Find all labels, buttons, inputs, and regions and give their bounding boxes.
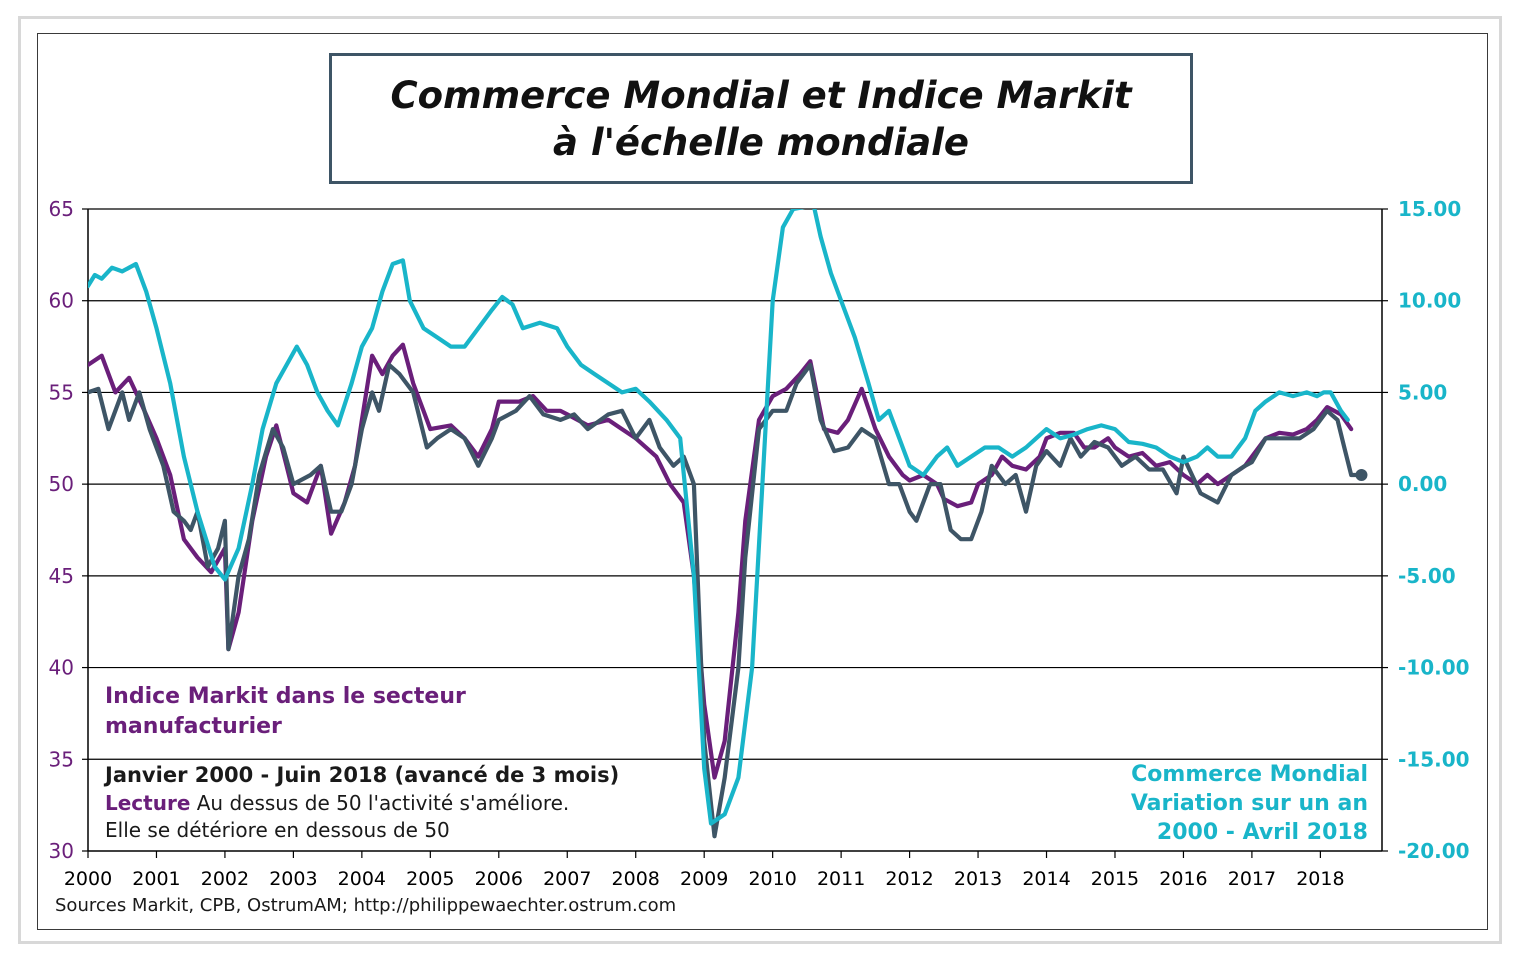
x-tick-label: 2016	[1159, 868, 1207, 890]
x-tick-label: 2012	[885, 868, 933, 890]
y-right-tick-label: 15.00	[1398, 197, 1461, 221]
y-left-tick-label: 50	[49, 472, 74, 496]
x-tick-label: 2001	[132, 868, 180, 890]
x-tick-label: 2008	[612, 868, 660, 890]
x-tick-label: 2017	[1228, 868, 1276, 890]
x-tick-label: 2013	[954, 868, 1002, 890]
commerce-label-line-1: Commerce Mondial	[1131, 762, 1368, 787]
lecture-note: Lecture Au dessus de 50 l'activité s'amé…	[105, 791, 569, 815]
lecture-note-2: Elle se détériore en dessous de 50	[105, 818, 450, 842]
axes	[82, 208, 1388, 858]
series-end-marker	[1355, 468, 1368, 481]
chart-title-box: Commerce Mondial et Indice Markit à l'éc…	[329, 53, 1193, 184]
y-left-tick-label: 60	[49, 289, 74, 313]
x-tick-label: 2014	[1022, 868, 1070, 890]
x-tick-label: 2005	[406, 868, 454, 890]
outer-frame	[18, 16, 1502, 944]
series-line-1	[88, 342, 1354, 780]
y-right-tick-label: 0.00	[1398, 472, 1447, 496]
series-line-3	[88, 209, 1350, 826]
x-tick-label: 2003	[269, 868, 317, 890]
chart-frame	[37, 33, 1488, 930]
x-tick-label: 2010	[748, 868, 796, 890]
markit-series-label: Indice Markit dans le secteur manufactur…	[105, 682, 466, 742]
commerce-label-line-3: 2000 - Avril 2018	[1156, 820, 1368, 845]
commerce-label-line-2: Variation sur un an	[1130, 791, 1368, 816]
x-tick-label: 2006	[475, 868, 523, 890]
x-tick-label: 2009	[680, 868, 728, 890]
x-tick-label: 2000	[64, 868, 112, 890]
commerce-series-label: Commerce Mondial Variation sur un an 200…	[1131, 760, 1368, 847]
y-left-tick-label: 40	[49, 656, 74, 680]
x-tick-label: 2004	[338, 868, 386, 890]
lecture-text: Au dessus de 50 l'activité s'améliore.	[190, 791, 570, 815]
y-left-tick-label: 30	[49, 839, 74, 863]
y-right-tick-label: -5.00	[1398, 564, 1456, 588]
period-label: Janvier 2000 - Juin 2018 (avancé de 3 mo…	[105, 763, 620, 787]
y-right-tick-label: -15.00	[1398, 747, 1470, 771]
sources-note: Sources Markit, CPB, OstrumAM; http://ph…	[55, 895, 677, 916]
chart-title-line-2: à l'échelle mondiale	[553, 120, 969, 164]
y-right-tick-label: 10.00	[1398, 289, 1461, 313]
markit-label-line-2: manufacturier	[105, 714, 282, 739]
tick-labels: 30 35 40 45 50 55 60 65 -20.00 -15.00 -10.00 -5.00 0…	[49, 197, 1470, 890]
series-lines	[88, 209, 1368, 839]
chart-title-line-1: Commerce Mondial et Indice Markit	[390, 73, 1132, 117]
y-right-tick-label: -10.00	[1398, 656, 1470, 680]
x-tick-label: 2011	[817, 868, 865, 890]
y-left-tick-label: 35	[49, 747, 74, 771]
y-left-tick-label: 65	[49, 197, 74, 221]
x-tick-label: 2018	[1296, 868, 1344, 890]
y-left-tick-label: 55	[49, 380, 74, 404]
grid-lines	[88, 208, 1382, 760]
series-line-2	[88, 362, 1364, 839]
markit-label-line-1: Indice Markit dans le secteur	[105, 684, 466, 709]
y-right-tick-label: -20.00	[1398, 839, 1470, 863]
y-left-tick-label: 45	[49, 564, 74, 588]
x-tick-label: 2002	[201, 868, 249, 890]
y-right-tick-label: 5.00	[1398, 380, 1447, 404]
lecture-label: Lecture	[105, 791, 191, 815]
x-tick-label: 2015	[1091, 868, 1139, 890]
x-tick-label: 2007	[543, 868, 591, 890]
